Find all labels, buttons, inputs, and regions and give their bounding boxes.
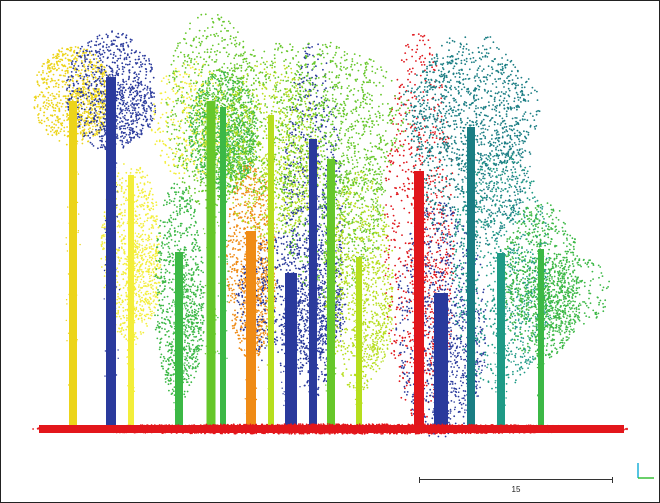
scale-line xyxy=(419,479,613,480)
ground-layer xyxy=(32,423,628,435)
scale-bar xyxy=(419,477,613,483)
canopy-layer xyxy=(33,13,610,438)
scale-tick-right xyxy=(612,477,613,483)
axes-orientation-icon xyxy=(637,463,654,479)
trunk-layer xyxy=(65,77,546,431)
scale-tick-left xyxy=(419,477,420,483)
scale-label: 15 xyxy=(506,485,526,494)
